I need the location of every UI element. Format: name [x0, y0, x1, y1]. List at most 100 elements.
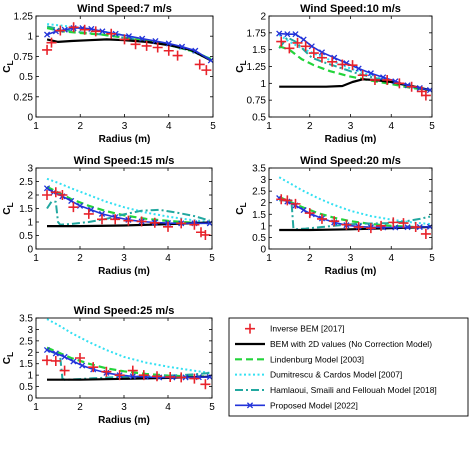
data-point-proposed	[98, 210, 106, 217]
data-point-proposed	[43, 185, 51, 192]
chart-title: Wind Speed:7 m/s	[77, 3, 172, 15]
x-tick-label: 2	[307, 253, 313, 264]
x-tick-label: 4	[165, 402, 171, 413]
x-tick-label: 2	[77, 121, 83, 132]
data-point-inverse	[101, 366, 112, 377]
data-point-inverse	[290, 198, 301, 209]
y-tick-label: 0.5	[19, 231, 33, 242]
x-tick-label: 1	[33, 121, 39, 132]
y-tick-label: 2.5	[19, 336, 33, 347]
y-tick-label: 3.5	[252, 164, 266, 175]
y-tick-label: 2	[260, 12, 266, 23]
x-axis-label: Radius (m)	[325, 266, 377, 277]
series-line-lindenburg	[46, 346, 210, 378]
data-point-proposed	[355, 65, 362, 72]
data-point-inverse	[276, 36, 287, 47]
x-tick-label: 4	[165, 253, 171, 264]
y-tick-label: 0	[27, 113, 33, 124]
series-group	[42, 22, 213, 76]
data-point-inverse	[189, 219, 200, 230]
data-point-inverse	[55, 25, 66, 36]
x-tick-label: 5	[429, 253, 435, 264]
y-tick-label: 2	[27, 191, 33, 202]
series-line-dumitrescu	[278, 34, 431, 92]
y-tick-label: 0	[27, 394, 33, 405]
data-point-inverse	[329, 216, 340, 227]
data-point-inverse	[46, 37, 57, 48]
data-point-inverse	[276, 194, 287, 205]
data-point-proposed	[44, 31, 51, 38]
y-axis-label: CL	[235, 202, 248, 214]
data-point-proposed	[52, 350, 59, 357]
y-tick-label: 0.75	[14, 52, 34, 63]
data-point-inverse	[172, 50, 183, 61]
chart-title: Wind Speed:20 m/s	[300, 155, 401, 167]
data-point-inverse	[136, 216, 147, 227]
plot-area	[36, 168, 212, 249]
chart-title: Wind Speed:25 m/s	[74, 305, 175, 317]
data-point-inverse	[75, 353, 85, 363]
data-point-inverse	[201, 65, 212, 76]
x-tick-label: 1	[266, 121, 272, 132]
data-point-inverse	[382, 74, 393, 85]
data-point-inverse	[284, 43, 295, 54]
data-point-proposed	[99, 28, 106, 35]
data-point-inverse	[200, 229, 211, 240]
data-point-inverse	[97, 214, 107, 225]
y-tick-label: 1.5	[19, 204, 33, 215]
series-group	[42, 318, 212, 390]
legend-label: Proposed Model [2022]	[270, 400, 358, 410]
y-tick-label: 0.5	[19, 72, 33, 83]
x-tick-label: 1	[33, 402, 39, 413]
x-tick-label: 5	[209, 402, 215, 413]
legend-entry-hamlaoui: Hamlaoui, Smaili and Fellouah Model [201…	[235, 385, 437, 395]
data-point-inverse	[176, 218, 187, 229]
data-point-inverse	[388, 217, 399, 228]
data-point-proposed	[367, 70, 374, 77]
data-point-inverse	[127, 365, 138, 376]
data-point-proposed	[192, 47, 199, 54]
chart-panel-2: 1 2 3 4 5 0.5 0.75 1 1.25 1.5 1.75 2 Wind Speed:10 m…	[235, 3, 435, 145]
x-tick-label: 4	[388, 121, 394, 132]
data-point-inverse	[316, 52, 327, 63]
x-tick-label: 4	[166, 121, 172, 132]
legend-label: BEM with 2D values (No Correction Model)	[270, 339, 432, 349]
x-axis-label: Radius (m)	[99, 134, 151, 145]
y-tick-label: 0.5	[252, 233, 266, 244]
data-point-inverse	[152, 371, 162, 382]
data-point-proposed	[129, 373, 136, 380]
data-point-inverse	[394, 78, 405, 89]
y-tick-label: 2.5	[19, 177, 33, 188]
data-point-inverse	[304, 208, 315, 219]
y-axis-label: CL	[2, 202, 15, 214]
y-tick-label: 1.5	[252, 210, 266, 221]
data-point-inverse	[194, 59, 205, 70]
plot-area	[36, 16, 213, 117]
data-point-inverse	[50, 187, 61, 198]
data-point-inverse	[406, 81, 417, 92]
y-tick-label: 3	[27, 325, 33, 336]
y-tick-label: 0.75	[247, 96, 267, 107]
legend-label: Dumitrescu & Cardos Model [2007]	[270, 370, 402, 380]
legend: Inverse BEM [2017] BEM with 2D values (No…	[228, 317, 469, 417]
y-tick-label: 3.5	[19, 314, 33, 325]
data-point-proposed	[292, 31, 299, 38]
data-point-inverse	[369, 74, 380, 85]
data-point-inverse	[163, 221, 173, 232]
x-tick-label: 3	[121, 253, 127, 264]
data-point-inverse	[365, 223, 376, 234]
chart-panel-1: 1 2 3 4 5 0 0.25 0.5 0.75 1 1.25 Wind Speed:7 m/s Ra…	[2, 3, 216, 145]
x-tick-label: 3	[348, 253, 354, 264]
y-tick-label: 1.5	[19, 359, 33, 370]
data-point-inverse	[114, 370, 125, 381]
data-point-inverse	[353, 222, 364, 233]
data-point-inverse	[138, 370, 149, 381]
data-point-inverse	[337, 59, 348, 70]
series-line-hamlaoui	[279, 199, 431, 231]
data-point-proposed	[284, 31, 291, 38]
y-tick-label: 2	[260, 198, 266, 209]
data-point-proposed	[79, 362, 86, 369]
x-tick-label: 5	[210, 121, 216, 132]
data-point-inverse	[57, 190, 68, 200]
y-tick-label: 1	[27, 371, 33, 382]
